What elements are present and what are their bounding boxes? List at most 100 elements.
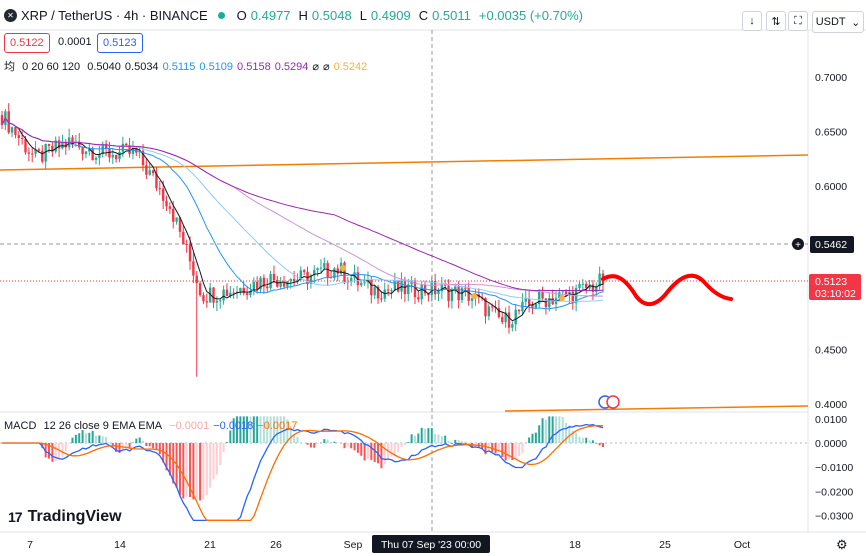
candle-body	[229, 292, 232, 297]
candle-body	[195, 275, 198, 284]
candle-body	[212, 287, 215, 303]
macd-value-1: −0.0018	[213, 420, 254, 432]
candle-body	[316, 268, 319, 271]
ma-value-6: ⌀	[312, 61, 319, 73]
candle-body	[363, 282, 366, 284]
ma-value-5: 0.5294	[274, 61, 309, 73]
candle-body	[205, 301, 209, 303]
candle-body	[326, 263, 329, 278]
candle-body	[165, 200, 168, 207]
candle-body	[400, 279, 403, 292]
time-axis-label: 21	[204, 539, 216, 551]
candle-body	[239, 287, 242, 292]
macd-value-0: −0.0001	[169, 420, 210, 432]
candle-body	[57, 140, 61, 149]
candle-body	[292, 278, 296, 282]
ohlc-close-value: 0.5011	[432, 8, 471, 23]
candle-body	[343, 262, 346, 282]
candle-body	[595, 286, 598, 292]
upper-trendline	[0, 154, 809, 171]
countdown-text: 03:10:02	[815, 288, 856, 300]
buy-button[interactable]: 0.5123	[97, 33, 143, 53]
ma-value-0: 0.5040	[87, 61, 121, 73]
candle-body	[558, 292, 561, 299]
ma-value-7: ⌀	[322, 61, 330, 73]
signal-marker	[340, 265, 346, 271]
ma-line-60	[1, 117, 604, 303]
collapse-icon[interactable]: ⇅	[766, 11, 786, 31]
settings-icon: ⚙	[836, 537, 848, 552]
candle-body	[71, 137, 74, 143]
candle-body	[242, 287, 245, 294]
currency-select[interactable]: USDT ⌄	[812, 11, 864, 33]
candle-body	[541, 291, 544, 299]
candle-body	[487, 306, 491, 317]
candle-body	[114, 154, 118, 160]
candle-body	[504, 312, 507, 323]
candle-body	[289, 278, 292, 282]
ma-line-20	[1, 117, 604, 310]
candle-body	[578, 283, 581, 289]
candle-body	[598, 273, 601, 287]
candle-body	[360, 282, 363, 286]
macd-axis-label: −0.0200	[815, 486, 853, 498]
ma-legend[interactable]: 均 0 20 60 120 0.5040 0.5034 0.5115 0.5109 0.…	[4, 58, 375, 74]
candle-body	[64, 142, 67, 148]
candle-body	[309, 275, 313, 285]
candle-body	[125, 143, 128, 146]
fullscreen-icon[interactable]: ⛶	[788, 11, 808, 31]
candle-body	[31, 153, 34, 155]
candle-body	[420, 285, 423, 300]
candle-body	[313, 270, 316, 276]
candle-body	[531, 304, 534, 308]
symbol-title[interactable]: XRP / TetherUS · 4h · BINANCE	[21, 8, 208, 23]
arrow-down-icon[interactable]: ↓	[742, 11, 762, 31]
candle-body	[356, 272, 360, 286]
ma-value-1: 0.5034	[124, 61, 159, 73]
spread-value: 0.0001	[58, 36, 92, 48]
ohlc-low-label: L	[359, 8, 367, 23]
candle-body	[17, 135, 20, 138]
candle-body	[81, 147, 84, 155]
price-axis-label: 0.7000	[815, 72, 847, 84]
candle-body	[464, 287, 467, 289]
candle-body	[323, 263, 326, 268]
candle-body	[591, 284, 595, 292]
price-axis-label: 0.4500	[815, 345, 847, 357]
candle-body	[172, 208, 175, 222]
candle-body	[131, 148, 135, 154]
candle-body	[91, 149, 94, 160]
candle-body	[266, 286, 269, 289]
candle-body	[302, 270, 306, 272]
candle-body	[7, 111, 10, 133]
plus-icon: +	[795, 240, 801, 251]
sell-button[interactable]: 0.5122	[4, 33, 50, 53]
candle-body	[148, 170, 151, 175]
candle-body	[386, 289, 390, 291]
candle-body	[175, 217, 178, 222]
candle-body	[393, 281, 397, 291]
candle-body	[151, 170, 155, 174]
candle-body	[581, 283, 585, 285]
macd-signal-line	[2, 425, 604, 522]
candle-body	[430, 281, 433, 296]
candle-body	[457, 286, 460, 301]
price-axis-label: 0.6500	[815, 127, 847, 139]
macd-legend[interactable]: MACD 12 26 close 9 EMA EMA −0.0001 −0.001…	[4, 420, 305, 432]
time-axis-label: Sep	[344, 539, 363, 551]
macd-axis-label: 0.0100	[815, 414, 847, 426]
crosshair-price-tag	[810, 236, 854, 253]
candle-body	[78, 141, 81, 148]
ma-value-4: 0.5158	[237, 61, 271, 73]
candle-body	[168, 206, 172, 209]
candle-body	[538, 291, 541, 304]
candle-body	[37, 149, 41, 151]
tradingview-logo[interactable]: 17 TradingView	[8, 508, 122, 526]
candle-body	[51, 145, 54, 152]
candle-body	[88, 149, 91, 152]
candle-body	[111, 154, 114, 158]
price-axis-label: 0.4000	[815, 399, 847, 411]
ma-line-short	[1, 117, 604, 322]
candle-body	[548, 298, 551, 308]
